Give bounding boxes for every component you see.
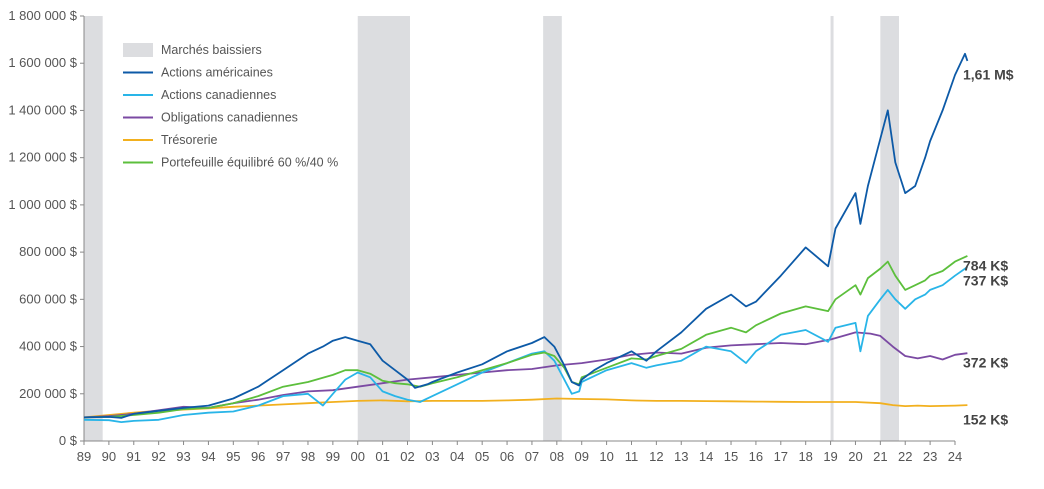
- bear-market-band: [880, 16, 900, 441]
- legend-label: Obligations canadiennes: [161, 111, 298, 125]
- series-line-4: [83, 255, 968, 419]
- x-tick-label: 12: [649, 449, 663, 464]
- legend-label: Portefeuille équilibré 60 %/40 %: [161, 156, 338, 170]
- legend-label-bear: Marchés baissiers: [161, 43, 262, 57]
- end-label: 784 K$: [963, 257, 1008, 273]
- x-tick-label: 22: [898, 449, 912, 464]
- legend-label: Actions américaines: [161, 66, 273, 80]
- x-tick-label: 16: [749, 449, 763, 464]
- x-tick-label: 19: [823, 449, 837, 464]
- y-tick-label: 1 600 000 $: [8, 55, 77, 70]
- end-labels: 1,61 M$ 737 K$ 372 K$ 152 K$ 784 K$: [963, 67, 1014, 428]
- x-tick-label: 07: [525, 449, 539, 464]
- x-tick-label: 92: [151, 449, 165, 464]
- series-line-1: [83, 266, 968, 424]
- bear-markets: [84, 16, 900, 441]
- series-line-2: [83, 331, 968, 419]
- x-tick-label: 99: [326, 449, 340, 464]
- x-tick-label: 14: [699, 449, 713, 464]
- x-tick-label: 20: [848, 449, 862, 464]
- y-tick-label: 600 000 $: [19, 291, 78, 306]
- x-tick-label: 02: [400, 449, 414, 464]
- y-tick-label: 1 400 000 $: [8, 102, 77, 117]
- end-label: 737 K$: [963, 272, 1008, 288]
- bear-market-band: [543, 16, 562, 441]
- x-tick-label: 90: [102, 449, 116, 464]
- y-tick-label: 1 000 000 $: [8, 197, 77, 212]
- x-tick-label: 93: [176, 449, 190, 464]
- end-label: 372 K$: [963, 355, 1008, 371]
- x-tick-label: 24: [948, 449, 962, 464]
- x-tick-label: 04: [450, 449, 464, 464]
- x-tick-label: 18: [798, 449, 812, 464]
- y-tick-label: 800 000 $: [19, 244, 78, 259]
- y-tick-label: 200 000 $: [19, 386, 78, 401]
- y-tick-label: 1 800 000 $: [8, 8, 77, 23]
- end-label: 152 K$: [963, 411, 1008, 427]
- x-tick-label: 89: [77, 449, 91, 464]
- x-tick-label: 91: [127, 449, 141, 464]
- x-tick-label: 15: [724, 449, 738, 464]
- series-line-0: [83, 52, 969, 419]
- x-tick-label: 06: [500, 449, 514, 464]
- x-tick-label: 13: [674, 449, 688, 464]
- series: [83, 52, 969, 424]
- bear-market-band: [357, 16, 411, 441]
- x-tick-label: 17: [774, 449, 788, 464]
- axes: 0 $ 200 000 $ 400 000 $ 600 000 $ 800 000 $ 1…: [8, 8, 962, 464]
- y-tick-label: 400 000 $: [19, 339, 78, 354]
- x-tick-label: 00: [351, 449, 365, 464]
- x-tick-label: 05: [475, 449, 489, 464]
- x-tick-label: 01: [375, 449, 389, 464]
- x-tick-label: 10: [599, 449, 613, 464]
- series-line-3: [83, 397, 968, 419]
- x-tick-label: 97: [276, 449, 290, 464]
- y-tick-label: 1 200 000 $: [8, 150, 77, 165]
- x-tick-label: 11: [625, 449, 639, 464]
- x-tick-label: 03: [425, 449, 439, 464]
- x-tick-label: 09: [574, 449, 588, 464]
- x-tick-label: 95: [226, 449, 240, 464]
- end-label: 1,61 M$: [963, 67, 1014, 83]
- x-tick-label: 96: [251, 449, 265, 464]
- bear-market-band: [830, 16, 834, 441]
- legend: Marchés baissiers Actions américaines Acti…: [123, 43, 338, 170]
- bear-market-band: [84, 16, 103, 441]
- x-tick-label: 94: [201, 449, 215, 464]
- x-tick-label: 98: [301, 449, 315, 464]
- legend-label: Trésorerie: [161, 133, 218, 147]
- x-tick-label: 08: [550, 449, 564, 464]
- legend-label: Actions canadiennes: [161, 88, 276, 102]
- y-tick-label: 0 $: [59, 433, 78, 448]
- x-tick-label: 21: [873, 449, 887, 464]
- x-tick-label: 23: [923, 449, 937, 464]
- legend-swatch-bear: [123, 43, 153, 57]
